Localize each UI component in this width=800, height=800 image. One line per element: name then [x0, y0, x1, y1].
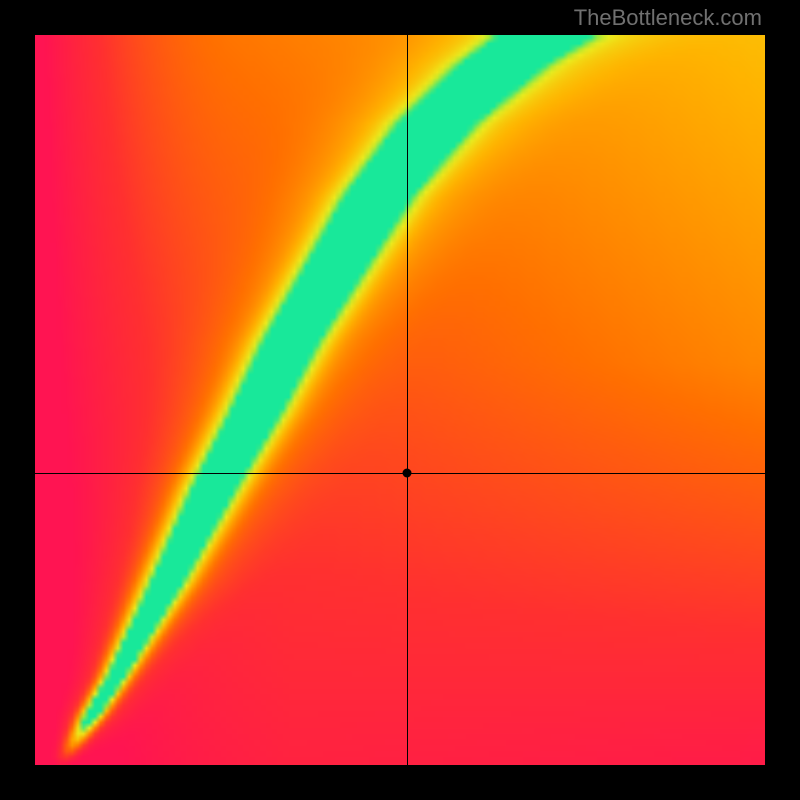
heatmap-canvas	[35, 35, 765, 765]
crosshair-horizontal	[35, 473, 765, 474]
watermark-text: TheBottleneck.com	[574, 5, 762, 31]
crosshair-marker	[403, 469, 412, 478]
heatmap-chart	[35, 35, 765, 765]
crosshair-vertical	[407, 35, 408, 765]
